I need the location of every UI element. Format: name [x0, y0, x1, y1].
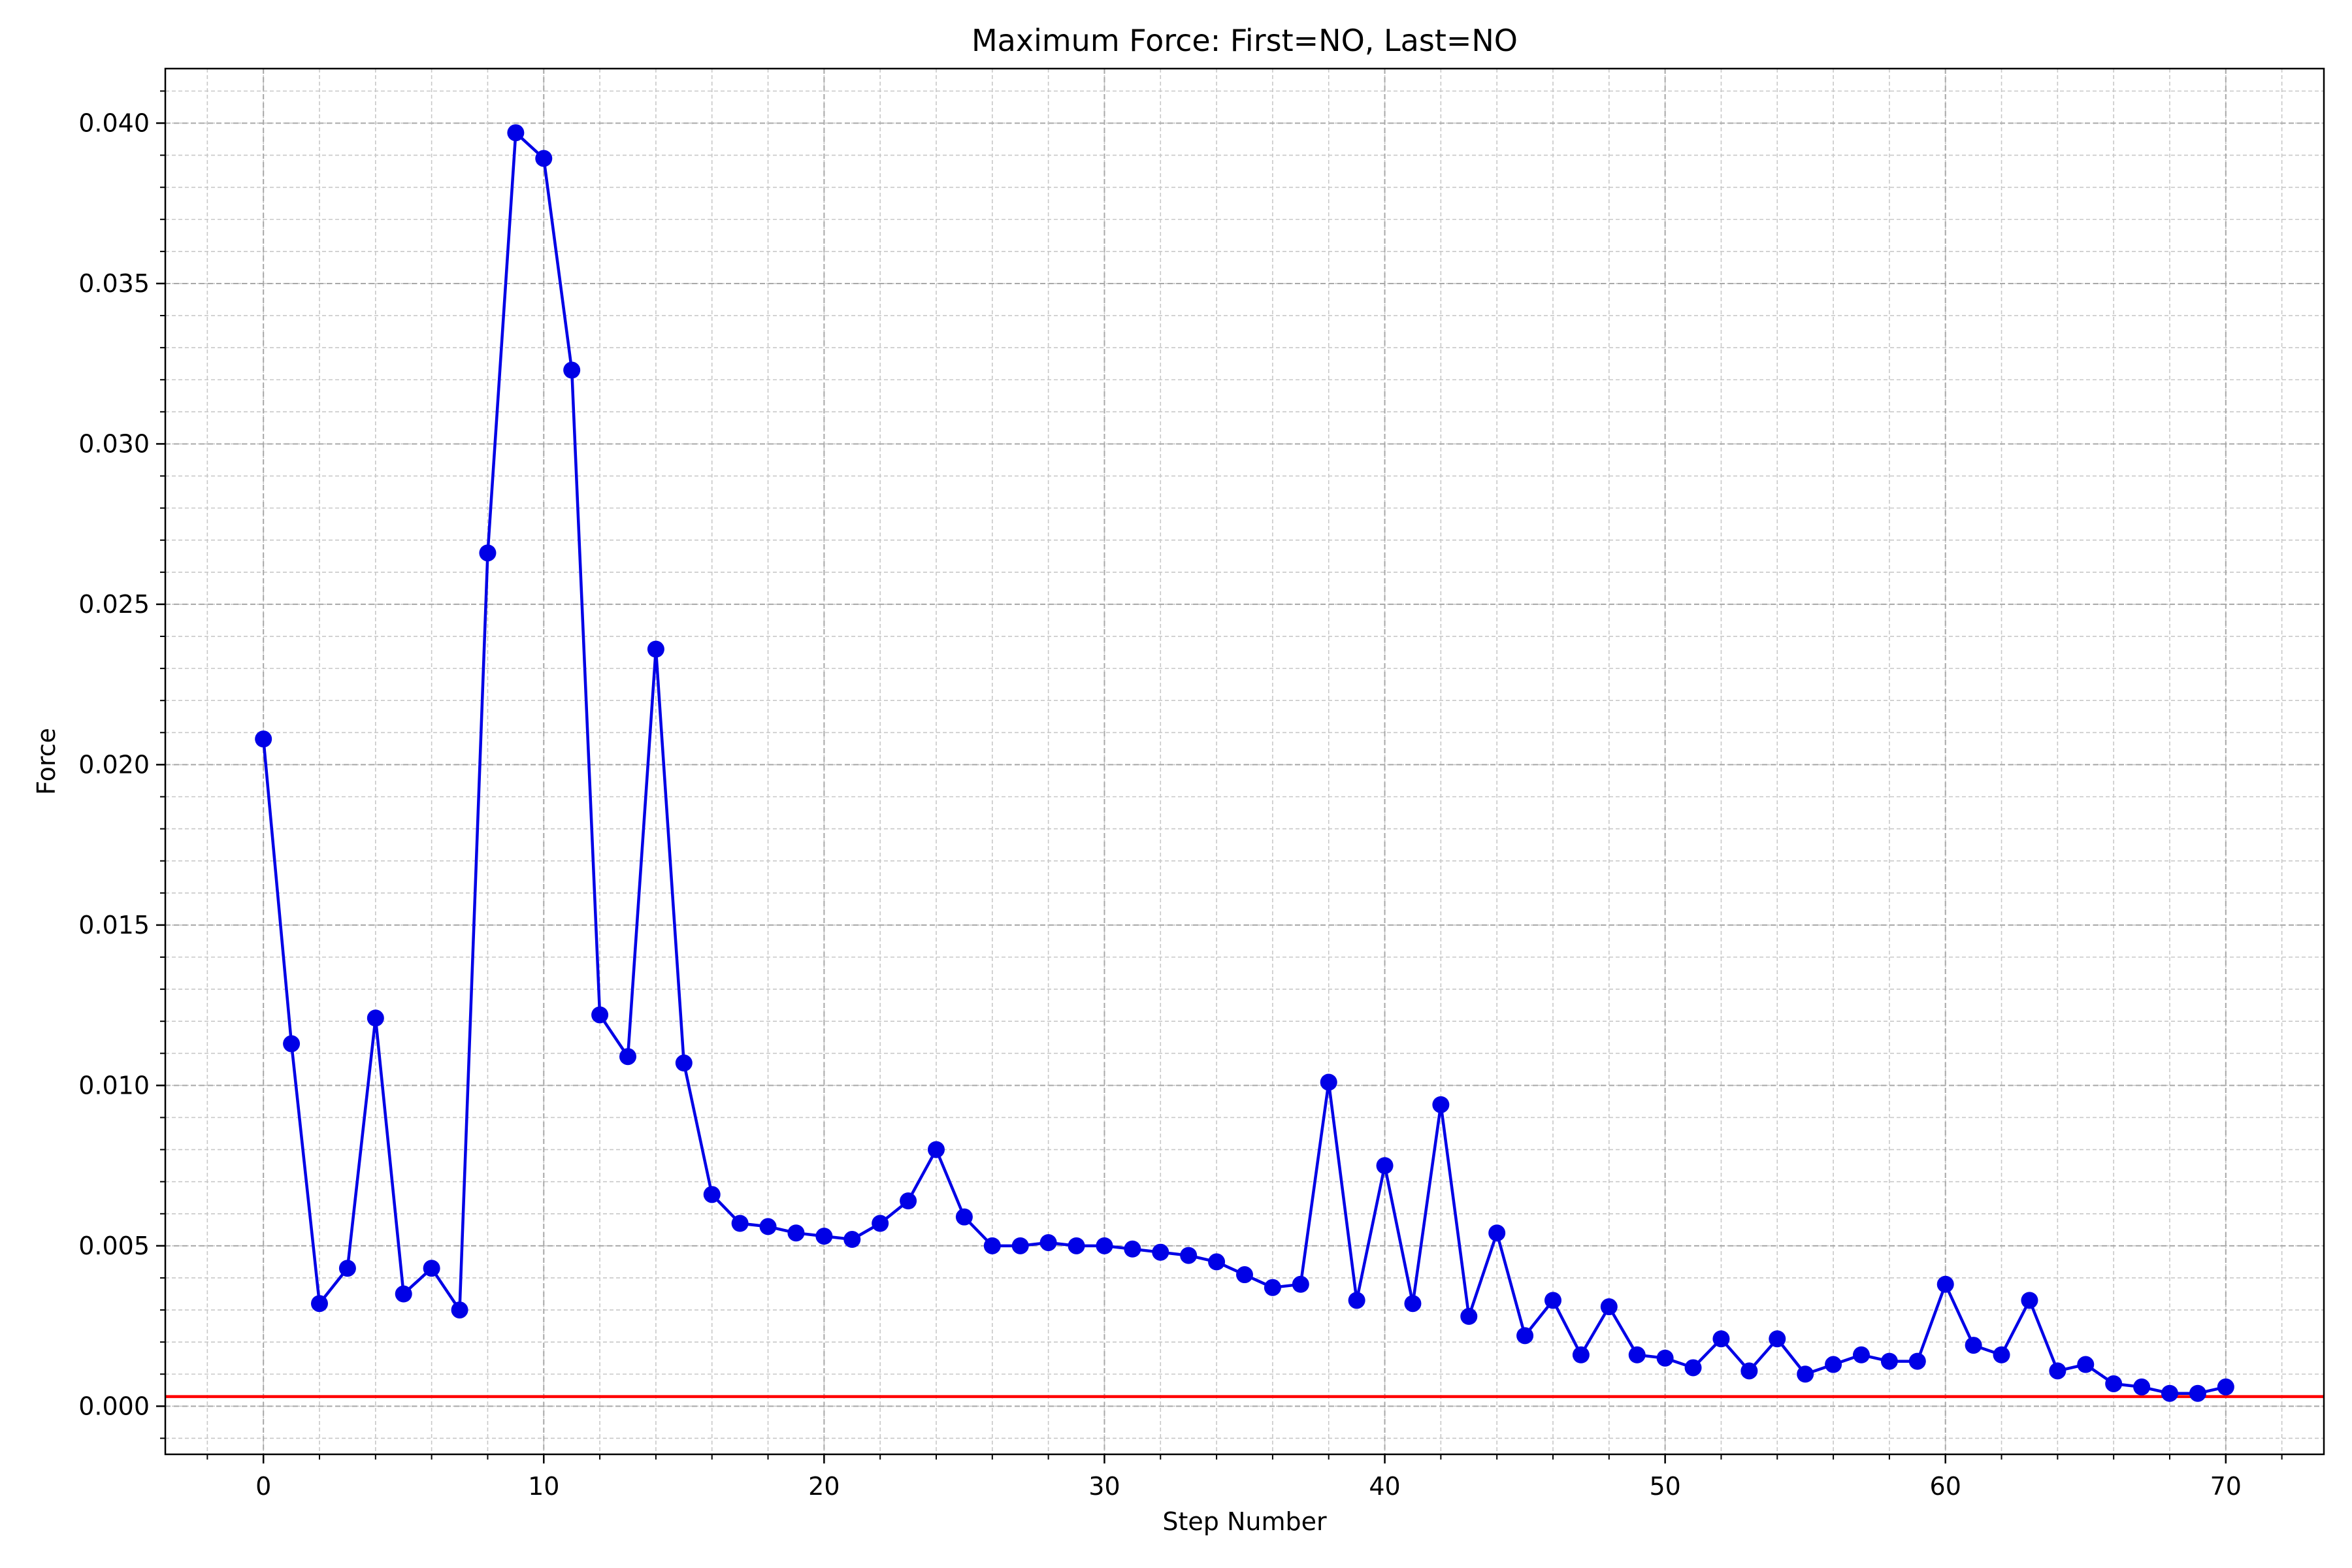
y-tick-label: 0.035 [78, 269, 150, 298]
data-point [983, 1237, 1001, 1254]
data-point [1656, 1349, 1674, 1367]
x-axis-label: Step Number [1162, 1507, 1327, 1536]
data-point [1152, 1243, 1169, 1261]
data-point [507, 124, 525, 142]
data-point [1825, 1356, 1842, 1373]
data-point [451, 1301, 468, 1319]
data-point [703, 1186, 721, 1203]
data-point [955, 1208, 973, 1226]
data-point [1348, 1292, 1365, 1309]
x-tick-label: 50 [1649, 1472, 1680, 1501]
y-tick-label: 0.005 [78, 1232, 150, 1260]
x-tick-label: 60 [1930, 1472, 1961, 1501]
plot-area-frame [164, 67, 2325, 1456]
data-point [1292, 1275, 1309, 1293]
y-tick-label: 0.010 [78, 1071, 150, 1100]
data-point [2021, 1292, 2038, 1309]
data-point [591, 1006, 609, 1024]
x-tick-label: 0 [255, 1472, 271, 1501]
y-tick-label: 0.015 [78, 911, 150, 939]
data-point [563, 361, 581, 379]
data-point [731, 1215, 749, 1232]
data-point [928, 1141, 945, 1158]
chart-title: Maximum Force: First=NO, Last=NO [972, 23, 1518, 58]
data-point [1628, 1346, 1646, 1364]
data-point [2161, 1384, 2178, 1402]
data-point [1544, 1292, 1561, 1309]
data-point [1432, 1096, 1450, 1113]
x-tick-label: 70 [2210, 1472, 2242, 1501]
y-axis-label: Force [32, 728, 61, 795]
x-tick-label: 20 [808, 1472, 840, 1501]
data-point [1797, 1365, 1814, 1383]
data-point [815, 1228, 833, 1245]
data-point [1965, 1337, 1982, 1354]
data-point [900, 1192, 917, 1210]
data-point [255, 730, 272, 748]
grid [165, 69, 2324, 1454]
data-point [283, 1035, 301, 1053]
data-point [1993, 1346, 2010, 1364]
data-point [2133, 1378, 2151, 1396]
data-point [1516, 1327, 1534, 1345]
data-point [1684, 1359, 1702, 1377]
x-tick-label: 30 [1088, 1472, 1120, 1501]
data-point [1404, 1295, 1422, 1313]
data-point [1936, 1275, 1954, 1293]
data-point [367, 1009, 384, 1027]
data-point [395, 1285, 412, 1303]
y-tick-label: 0.025 [78, 590, 150, 619]
data-point [2189, 1384, 2206, 1402]
data-point [759, 1218, 777, 1235]
data-point [1460, 1307, 1478, 1325]
data-point [2077, 1356, 2095, 1373]
y-tick-label: 0.030 [78, 429, 150, 458]
data-point [535, 150, 553, 167]
data-point [2217, 1378, 2234, 1396]
data-point [1320, 1073, 1337, 1091]
axis-ticks: 0 10 20 30 40 50 60 70 0.000 0.005 0.010 0.015 0.020… [78, 90, 2283, 1501]
data-point [479, 544, 497, 562]
data-point [1039, 1233, 1057, 1251]
y-tick-label: 0.020 [78, 750, 150, 779]
x-tick-label: 10 [528, 1472, 559, 1501]
series-line [261, 131, 2227, 1395]
data-point [1264, 1279, 1281, 1296]
data-point [1488, 1224, 1506, 1242]
data-point [1096, 1237, 1113, 1254]
data-point [1769, 1330, 1786, 1348]
data-point [1740, 1362, 1758, 1380]
data-point [1880, 1352, 1898, 1370]
data-point [675, 1054, 693, 1072]
data-point [1376, 1157, 1394, 1175]
data-point [2049, 1362, 2066, 1380]
data-point [311, 1295, 328, 1313]
data-point [1180, 1247, 1198, 1264]
data-point [1853, 1346, 1870, 1364]
data-point [1572, 1346, 1590, 1364]
data-point [2105, 1375, 2123, 1392]
data-point [1208, 1253, 1226, 1271]
data-point [1124, 1240, 1141, 1258]
data-point [1068, 1237, 1085, 1254]
data-point [1712, 1330, 1730, 1348]
data-point [338, 1260, 356, 1277]
data-point [787, 1224, 805, 1242]
x-tick-label: 40 [1369, 1472, 1400, 1501]
data-point [1600, 1298, 1618, 1316]
data-point [647, 640, 664, 658]
data-point [619, 1048, 636, 1066]
data-point [1011, 1237, 1029, 1254]
data-point [843, 1231, 861, 1249]
data-point [423, 1260, 440, 1277]
data-point [1908, 1352, 1926, 1370]
data-point [872, 1215, 889, 1232]
series-layer [255, 124, 2234, 1402]
data-point [1236, 1266, 1253, 1284]
y-tick-label: 0.000 [78, 1392, 150, 1420]
y-tick-label: 0.040 [78, 108, 150, 137]
